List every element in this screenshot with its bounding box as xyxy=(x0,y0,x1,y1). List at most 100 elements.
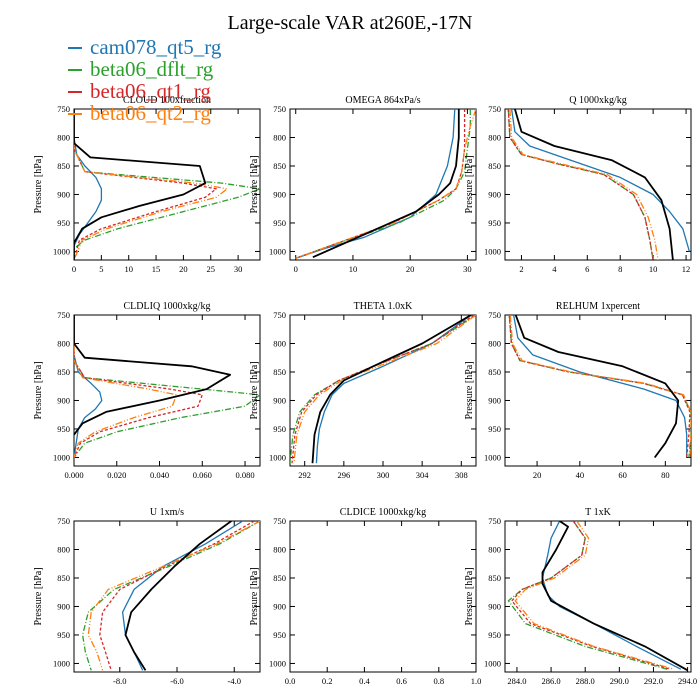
y-tick-label-0-5: 1000 xyxy=(53,246,70,256)
legend-swatch-0 xyxy=(68,47,82,49)
y-tick-label-7-0: 750 xyxy=(273,516,286,526)
series-0-2 xyxy=(510,109,691,252)
x-tick-label-2-5: 12 xyxy=(682,264,691,274)
y-axis-label-1: Pressure [hPa] xyxy=(249,155,260,213)
x-tick-label-4-0: 292 xyxy=(298,470,311,480)
y-tick-label-6-4: 950 xyxy=(57,630,70,640)
series-reference-6 xyxy=(124,521,232,671)
series-1-0 xyxy=(74,109,260,260)
y-tick-label-2-3: 900 xyxy=(488,189,501,199)
panel-title-0: CLOUD 100xfraction xyxy=(123,95,211,106)
x-tick-label-0-5: 25 xyxy=(207,264,216,274)
panel-1: OMEGA 864xPa/s Pressure [hPa] 750 800 850 900… xyxy=(249,95,477,274)
x-tick-label-1-0: 0 xyxy=(294,264,298,274)
x-tick-label-7-2: 0.4 xyxy=(359,676,370,686)
series-1-1 xyxy=(295,109,471,259)
x-tick-label-2-2: 6 xyxy=(585,264,589,274)
y-axis-label-4: Pressure [hPa] xyxy=(249,361,260,419)
x-tick-label-1-1: 10 xyxy=(349,264,358,274)
panel-frame-8 xyxy=(504,520,692,673)
x-tick-label-0-1: 5 xyxy=(99,264,103,274)
panel-title-1: OMEGA 864xPa/s xyxy=(345,95,420,106)
panel-frame-7 xyxy=(289,520,477,673)
series-1-3 xyxy=(74,315,260,458)
x-tick-label-8-1: 286.0 xyxy=(542,676,561,686)
panel-title-7: CLDICE 1000xkg/kg xyxy=(340,507,426,518)
series-0-4 xyxy=(315,315,472,464)
y-tick-label-8-1: 800 xyxy=(488,544,501,554)
series-1-6 xyxy=(81,521,260,671)
panel-frame-2 xyxy=(504,108,692,261)
x-tick-label-2-3: 8 xyxy=(618,264,622,274)
y-tick-label-1-2: 850 xyxy=(273,161,286,171)
y-tick-label-7-5: 1000 xyxy=(269,658,286,668)
y-tick-label-0-3: 900 xyxy=(57,189,70,199)
y-tick-label-8-4: 950 xyxy=(488,630,501,640)
y-tick-label-5-0: 750 xyxy=(488,310,501,320)
x-tick-label-7-0: 0.0 xyxy=(285,676,296,686)
series-3-3 xyxy=(74,315,178,458)
y-tick-label-7-1: 800 xyxy=(273,544,286,554)
series-2-6 xyxy=(99,521,255,671)
series-2-5 xyxy=(508,315,691,458)
panel-frame-6 xyxy=(73,520,261,673)
y-tick-label-3-1: 800 xyxy=(57,338,70,348)
panel-7: CLDICE 1000xkg/kg Pressure [hPa] 750 800 850… xyxy=(249,507,481,686)
panel-5: RELHUM 1xpercent Pressure [hPa] 750 800 850 9… xyxy=(464,301,692,480)
panel-title-6: U 1xm/s xyxy=(150,507,184,518)
x-tick-label-5-0: 20 xyxy=(533,470,542,480)
series-reference-2 xyxy=(514,109,674,260)
panel-frame-5 xyxy=(504,314,692,467)
y-axis-label-5: Pressure [hPa] xyxy=(464,361,475,419)
panel-title-5: RELHUM 1xpercent xyxy=(556,301,640,312)
y-tick-label-4-0: 750 xyxy=(273,310,286,320)
panel-frame-1 xyxy=(289,108,477,261)
x-tick-label-6-0: -8.0 xyxy=(113,676,126,686)
legend-swatch-3 xyxy=(68,113,82,115)
series-reference-3 xyxy=(74,315,232,436)
y-axis-label-3: Pressure [hPa] xyxy=(33,361,44,419)
series-reference-4 xyxy=(311,315,472,464)
x-tick-label-0-0: 0 xyxy=(72,264,76,274)
series-3-5 xyxy=(509,315,691,458)
x-tick-label-8-5: 294.0 xyxy=(678,676,697,686)
y-tick-label-5-4: 950 xyxy=(488,424,501,434)
series-2-0 xyxy=(74,109,217,260)
y-tick-label-8-2: 850 xyxy=(488,573,501,583)
x-tick-label-0-3: 15 xyxy=(152,264,161,274)
y-tick-label-0-1: 800 xyxy=(57,132,70,142)
legend-swatch-1 xyxy=(68,69,82,71)
y-tick-label-0-2: 850 xyxy=(57,161,70,171)
x-tick-label-0-2: 10 xyxy=(124,264,133,274)
x-tick-label-7-5: 1.0 xyxy=(471,676,482,686)
x-tick-label-8-2: 288.0 xyxy=(576,676,595,686)
series-0-5 xyxy=(512,315,688,458)
x-tick-label-5-2: 60 xyxy=(618,470,627,480)
series-3-1 xyxy=(295,109,476,259)
y-tick-label-4-5: 1000 xyxy=(269,452,286,462)
y-tick-label-1-4: 950 xyxy=(273,218,286,228)
series-reference-0 xyxy=(74,109,207,260)
y-tick-label-3-0: 750 xyxy=(57,310,70,320)
x-tick-label-5-3: 80 xyxy=(661,470,670,480)
series-3-0 xyxy=(74,109,228,260)
x-tick-label-0-4: 20 xyxy=(179,264,188,274)
x-tick-label-1-2: 20 xyxy=(406,264,415,274)
y-tick-label-1-5: 1000 xyxy=(269,246,286,256)
panel-title-2: Q 1000xkg/kg xyxy=(569,95,627,106)
y-tick-label-6-0: 750 xyxy=(57,516,70,526)
panel-2: Q 1000xkg/kg Pressure [hPa] 750 800 850 900 95… xyxy=(464,95,692,274)
y-tick-label-4-4: 950 xyxy=(273,424,286,434)
x-tick-label-7-3: 0.6 xyxy=(396,676,407,686)
series-2-2 xyxy=(507,109,654,260)
panel-title-8: T 1xK xyxy=(585,507,611,518)
y-tick-label-0-0: 750 xyxy=(57,104,70,114)
y-tick-label-8-5: 1000 xyxy=(484,658,501,668)
x-tick-label-2-1: 4 xyxy=(552,264,557,274)
series-2-3 xyxy=(74,315,203,458)
panel-3: CLDLIQ 1000xkg/kg Pressure [hPa] 750 800 850… xyxy=(33,301,261,480)
series-0-1 xyxy=(295,109,456,259)
y-axis-label-8: Pressure [hPa] xyxy=(464,567,475,625)
x-tick-label-2-4: 10 xyxy=(649,264,658,274)
